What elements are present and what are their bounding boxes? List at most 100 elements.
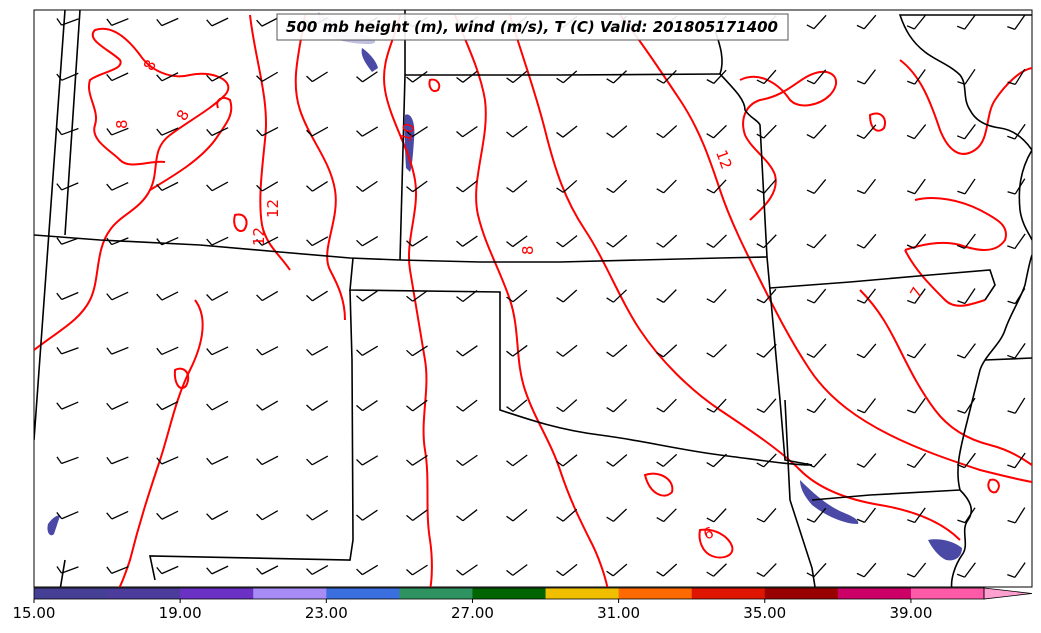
wind-barb-flag bbox=[156, 18, 163, 27]
wind-barb-shaft bbox=[562, 454, 578, 467]
wind-barb-flag bbox=[306, 239, 313, 247]
wind-barb-flag bbox=[56, 73, 63, 81]
wind-barb-shaft bbox=[512, 344, 528, 357]
wind-barb-flag bbox=[556, 131, 564, 138]
colorbar-bin bbox=[764, 588, 839, 599]
contour-label: 8 bbox=[113, 119, 131, 129]
wind-barb-flag bbox=[606, 570, 614, 577]
temperature-contours bbox=[34, 14, 1032, 587]
wind-barb-shaft bbox=[512, 180, 528, 193]
wind-barb-flag bbox=[756, 79, 765, 85]
wind-barb-flag bbox=[456, 459, 464, 467]
wind-barb-shaft bbox=[361, 236, 379, 247]
wind-barb-flag bbox=[806, 462, 815, 468]
wind-barb-shaft bbox=[964, 68, 976, 85]
wind-barb-shaft bbox=[913, 562, 927, 578]
wind-barb-flag bbox=[906, 573, 915, 578]
wind-barb-shaft bbox=[662, 125, 678, 139]
wind-barb-flag bbox=[256, 458, 263, 465]
wind-barb-shaft bbox=[1014, 14, 1026, 30]
wind-barb-flag bbox=[506, 460, 514, 467]
wind-barb-shaft bbox=[111, 237, 129, 246]
wind-barb-shaft bbox=[713, 508, 727, 523]
wind-barb-flag bbox=[606, 297, 614, 303]
wind-barb-flag bbox=[506, 186, 514, 193]
wind-barb-flag bbox=[556, 351, 564, 357]
wind-barb-flag bbox=[806, 243, 815, 249]
wind-barb-flag bbox=[506, 77, 514, 84]
wind-barb-shaft bbox=[311, 236, 329, 247]
wind-barb-shaft bbox=[964, 233, 976, 249]
wind-barb-flag bbox=[256, 184, 263, 192]
wind-barb-shaft bbox=[562, 70, 578, 84]
wind-barb-shaft bbox=[663, 69, 677, 84]
wind-barb-flag bbox=[1007, 245, 1016, 250]
wind-barb-flag bbox=[856, 572, 865, 578]
wind-barb-shaft bbox=[412, 454, 428, 466]
wind-barb-shaft bbox=[713, 344, 727, 358]
wind-barb-flag bbox=[56, 127, 63, 136]
wind-barb-shaft bbox=[261, 565, 279, 575]
wind-barb-flag bbox=[1007, 410, 1016, 414]
wind-barb-flag bbox=[756, 243, 765, 249]
wind-barb-shaft bbox=[613, 289, 627, 303]
colorbar-extend-arrow bbox=[983, 587, 1033, 600]
wind-barb-flag bbox=[406, 186, 414, 193]
wind-barb-flag bbox=[206, 513, 213, 520]
wind-barb-flag bbox=[106, 566, 113, 574]
wind-barb-flag bbox=[406, 569, 413, 576]
wind-barb-shaft bbox=[512, 289, 528, 303]
wind-barb-flag bbox=[1007, 574, 1016, 578]
wind-barb-flag bbox=[256, 404, 263, 411]
wind-barb-shaft bbox=[61, 182, 79, 191]
wind-barb-flag bbox=[706, 242, 714, 249]
colorbar-tick-label: 31.00 bbox=[597, 604, 640, 622]
wind-barb-shaft bbox=[913, 452, 927, 468]
wind-barb-shaft bbox=[662, 234, 678, 248]
wind-barb-shaft bbox=[311, 565, 329, 575]
wind-barb-flag bbox=[956, 135, 965, 140]
wind-barb-shaft bbox=[61, 566, 79, 574]
wind-barb-shaft bbox=[161, 181, 179, 192]
contour-label: 8 bbox=[519, 245, 537, 255]
wind-barb-flag bbox=[1007, 300, 1016, 305]
wind-barb-flag bbox=[656, 461, 664, 467]
wind-barb-shaft bbox=[261, 71, 279, 82]
wind-barb-shaft bbox=[312, 400, 328, 411]
wind-barb-shaft bbox=[61, 18, 79, 26]
wind-barb-flag bbox=[406, 459, 413, 466]
wind-barb-shaft bbox=[261, 510, 279, 521]
wind-barb-flag bbox=[56, 402, 63, 410]
wind-barb-shaft bbox=[361, 345, 379, 356]
wind-barb-shaft bbox=[462, 125, 478, 138]
wind-barb-shaft bbox=[312, 290, 328, 302]
wind-barb-flag bbox=[556, 570, 564, 577]
wind-barb-flag bbox=[856, 518, 865, 523]
colorbar-bin bbox=[910, 588, 985, 599]
wind-barb-shaft bbox=[964, 397, 976, 414]
wind-barb-shaft bbox=[763, 234, 777, 249]
wind-barb-flag bbox=[256, 567, 263, 575]
wind-barb-flag bbox=[706, 133, 714, 139]
wind-barb-shaft bbox=[613, 508, 627, 522]
wind-barb-shaft bbox=[61, 456, 79, 465]
wind-barb-shaft bbox=[161, 456, 179, 465]
wind-barb-shaft bbox=[863, 14, 877, 30]
wind-barb-shaft bbox=[613, 398, 627, 413]
wind-barb-shaft bbox=[763, 343, 777, 358]
wind-barb-shaft bbox=[763, 69, 777, 84]
contour-label: 10 bbox=[396, 121, 418, 144]
wind-barb-shaft bbox=[261, 17, 279, 27]
wind-barb-shaft bbox=[512, 454, 528, 467]
wind-barb-flag bbox=[606, 132, 614, 138]
wind-barb-shaft bbox=[913, 14, 927, 30]
contour-label: 12 bbox=[250, 227, 268, 246]
wind-barb-shaft bbox=[763, 508, 777, 523]
wind-barb-shaft bbox=[111, 401, 129, 410]
wind-barb-flag bbox=[756, 408, 765, 413]
wind-barb-shaft bbox=[964, 507, 976, 524]
wind-barb-flag bbox=[856, 244, 865, 249]
wind-barb-shaft bbox=[261, 400, 279, 411]
wind-barb-flag bbox=[206, 74, 213, 82]
wind-barb-flag bbox=[456, 515, 464, 522]
